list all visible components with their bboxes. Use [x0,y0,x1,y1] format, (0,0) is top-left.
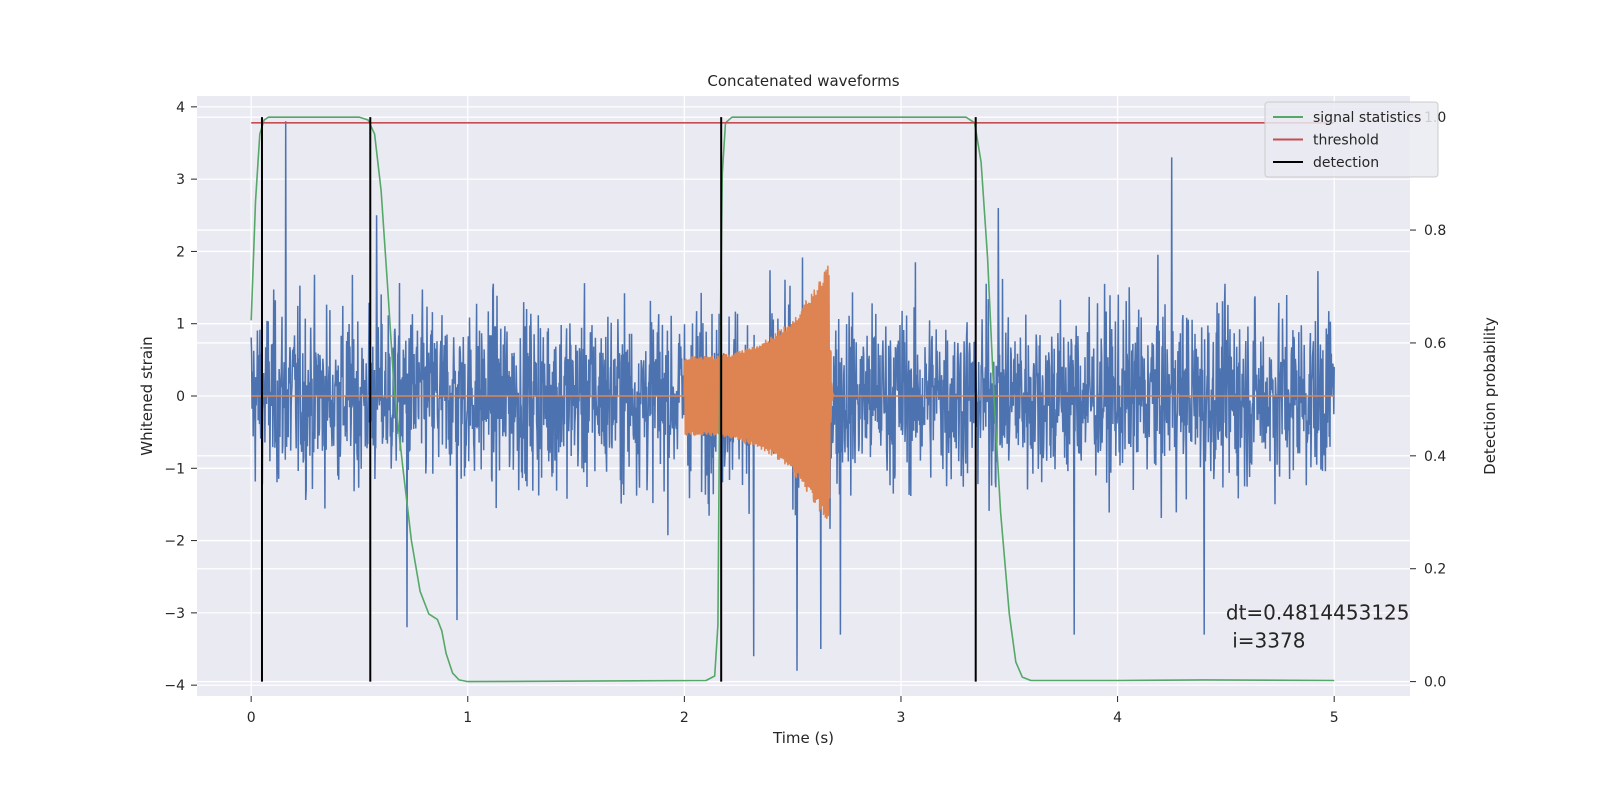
y-right-tick-label: 0.4 [1424,449,1446,465]
plot-content [250,116,1335,683]
y-tick-label: 1 [176,317,185,333]
annotation-text: i=3378 [1226,629,1306,653]
y-tick-label: −4 [164,678,185,694]
x-tick-label: 0 [247,710,256,726]
annotation-text: dt=0.4814453125 [1226,601,1410,625]
legend-label: signal statistics [1313,110,1421,126]
y-tick-label: 3 [176,172,185,188]
legend-box [1264,101,1439,178]
x-tick-label: 3 [897,710,906,726]
y-right-tick-label: 0.8 [1424,223,1446,239]
x-tick-label: 5 [1330,710,1339,726]
legend-label: threshold [1313,133,1379,149]
y-tick-label: −2 [164,534,185,550]
series-signal-statistics-line [250,116,1335,683]
x-axis-label: Time (s) [772,729,834,747]
y-right-tick-label: 0.0 [1424,675,1446,691]
x-tick-label: 1 [463,710,472,726]
y-axis-label: Whitened strain [138,336,156,455]
legend-label: detection [1313,155,1379,171]
y-right-tick-label: 0.6 [1424,336,1446,352]
chart-title: Concatenated waveforms [707,72,899,90]
annotation: dt=0.4814453125 i=3378 [1226,601,1410,653]
y-tick-label: −3 [164,606,185,622]
legend: signal statistics threshold detection [1264,101,1439,178]
y-tick-label: 0 [176,389,185,405]
x-tick-label: 4 [1113,710,1122,726]
x-tick-label: 2 [680,710,689,726]
y-tick-label: 2 [176,244,185,260]
y-tick-label: −1 [164,461,185,477]
series-chirp-line [251,265,1335,519]
y-tick-label: 4 [176,100,185,116]
y-right-tick-label: 0.2 [1424,562,1446,578]
y-axis-right-label: Detection probability [1481,317,1499,475]
